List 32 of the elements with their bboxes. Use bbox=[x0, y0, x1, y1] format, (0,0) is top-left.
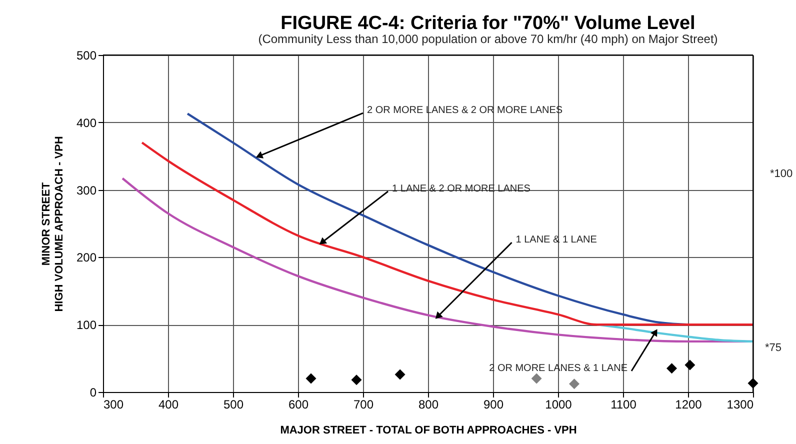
y-tick-label: 300 bbox=[76, 183, 97, 198]
line-series bbox=[596, 324, 754, 343]
x-axis-title: MAJOR STREET - TOTAL OF BOTH APPROACHES - VPH bbox=[280, 424, 577, 436]
x-tick-label: 1200 bbox=[675, 398, 702, 412]
chart-title: FIGURE 4C-4: Criteria for "70%" Volume Level bbox=[280, 13, 696, 34]
y-tick-label: 200 bbox=[76, 250, 97, 265]
x-tick-label: 1000 bbox=[545, 398, 572, 412]
x-tick-label: 700 bbox=[353, 398, 374, 412]
point bbox=[351, 374, 362, 386]
x-tick-label: 1300 bbox=[726, 398, 754, 412]
y-tick-label: 100 bbox=[76, 318, 97, 332]
point bbox=[684, 360, 696, 370]
line-series bbox=[140, 142, 754, 326]
x-tick-label: 600 bbox=[288, 398, 309, 412]
x-tick-label: 300 bbox=[104, 398, 124, 412]
y-tick-label: 400 bbox=[76, 116, 97, 130]
text: *75 bbox=[765, 342, 782, 354]
point bbox=[666, 363, 677, 374]
point bbox=[531, 373, 542, 384]
point bbox=[569, 378, 580, 390]
text: *100 bbox=[770, 168, 793, 180]
x-tick-label: 1100 bbox=[610, 398, 637, 412]
y-tick-label: 500 bbox=[76, 48, 97, 62]
y-tick-label: 0 bbox=[90, 386, 97, 400]
point bbox=[394, 369, 406, 380]
chart-subtitle: (Community Less than 10,000 population or above 70 km/hr (40 mph) on Major Street) bbox=[258, 32, 718, 46]
y-axis-title: MINOR STREET HIGH VOLUME APPROACH - VPH bbox=[40, 136, 66, 312]
point bbox=[306, 373, 316, 384]
x-tick-label: 400 bbox=[158, 398, 179, 412]
x-tick-label: 800 bbox=[418, 398, 439, 412]
x-tick-label: 500 bbox=[223, 398, 244, 412]
x-tick-label: 900 bbox=[483, 398, 504, 412]
